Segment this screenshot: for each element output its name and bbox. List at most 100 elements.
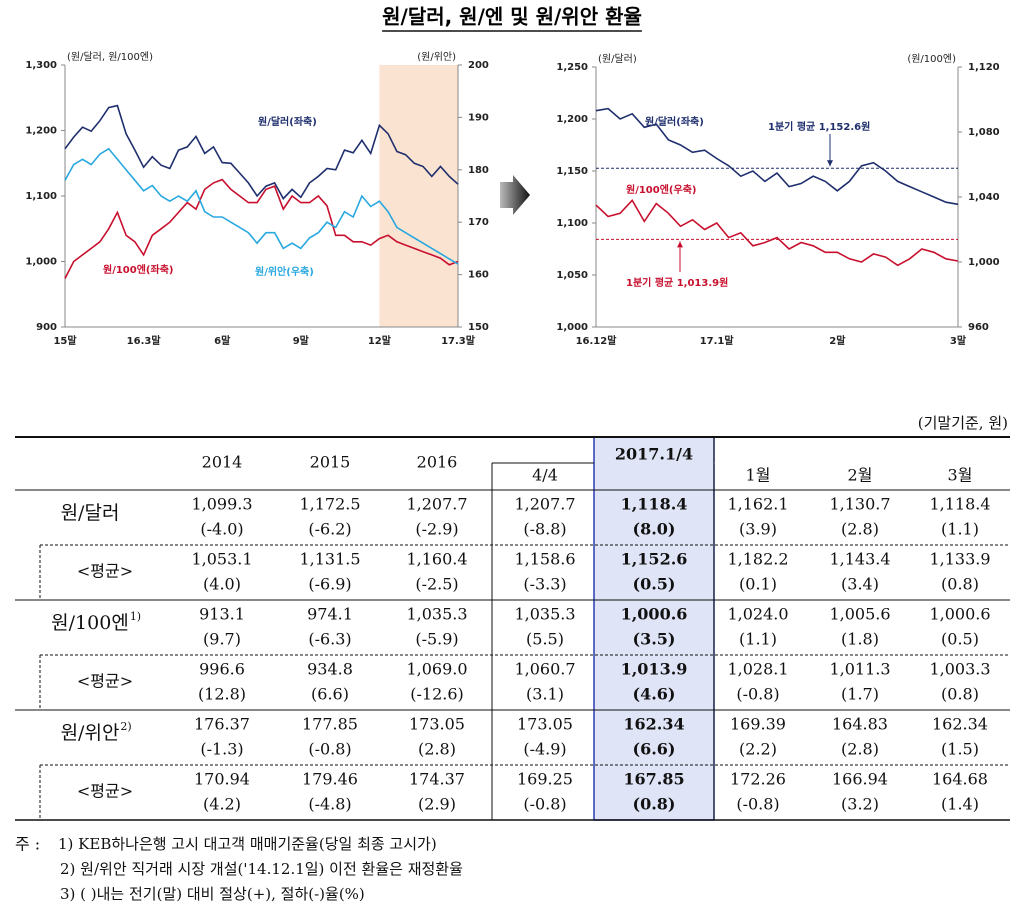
- table-change: (-2.9): [415, 520, 458, 539]
- y-axis-title: (원/달러): [598, 53, 637, 65]
- series-label: 원/100엔(우축): [626, 183, 696, 196]
- x-tick-label: 3말: [950, 335, 967, 347]
- table-value: 173.05: [409, 715, 465, 734]
- y-tick-label: 1,200: [556, 114, 588, 125]
- x-tick-label: 16.3말: [127, 335, 162, 347]
- page-title: 원/달러, 원/엔 및 원/위안 환율: [382, 5, 642, 29]
- y2-axis-title: (원/위안): [417, 50, 456, 63]
- table-value: 1,024.0: [727, 605, 788, 624]
- table-change: (-3.3): [523, 575, 566, 594]
- y2-tick-label: 1,080: [968, 127, 1000, 138]
- reference-label: 1분기 평균 1,013.9원: [626, 276, 728, 289]
- series-line: [64, 178, 459, 279]
- table-change: (6.6): [633, 740, 676, 759]
- table-change: (0.8): [941, 575, 979, 594]
- table-change: (1.4): [941, 795, 979, 814]
- row-note: 2): [120, 720, 131, 733]
- table-change: (-0.8): [736, 795, 779, 814]
- table-value: 172.26: [730, 770, 786, 789]
- y-axis-title: (원/달러, 원/100엔): [67, 51, 153, 63]
- table-change: (-8.8): [523, 520, 566, 539]
- table-change: (-6.9): [308, 575, 351, 594]
- table-change: (12.8): [198, 685, 246, 704]
- table-change: (1.1): [739, 630, 777, 649]
- table-value: 1,000.6: [929, 605, 990, 624]
- series-label: 원/100엔(좌축): [103, 263, 173, 276]
- table-value: 1,060.7: [514, 660, 575, 679]
- y2-tick-label: 170: [468, 217, 489, 228]
- table-value: 177.85: [302, 715, 358, 734]
- table-value: 166.94: [832, 770, 888, 789]
- table-value: 179.46: [302, 770, 358, 789]
- y-tick-label: 1,000: [25, 257, 57, 268]
- series-line: [64, 147, 459, 265]
- table-value: 1,053.1: [191, 550, 252, 569]
- x-tick-label: 17.3말: [441, 335, 476, 347]
- x-tick-label: 16.12말: [576, 335, 618, 347]
- y2-tick-label: 1,000: [968, 257, 1000, 268]
- table-change: (-4.9): [523, 740, 566, 759]
- series-label: 원/달러(좌축): [645, 115, 704, 128]
- highlight-column: [593, 436, 715, 821]
- row-label: <평균>: [77, 782, 133, 801]
- y2-tick-label: 150: [468, 322, 489, 333]
- x-tick-label: 12말: [368, 335, 392, 347]
- table-value: 1,035.3: [406, 605, 467, 624]
- table-value: 1,158.6: [514, 550, 575, 569]
- table-change: (1.5): [941, 740, 979, 759]
- series-label: 원/위안(우축): [255, 265, 314, 278]
- y-tick-label: 1,100: [556, 218, 588, 229]
- column-header: 4/4: [532, 466, 558, 485]
- column-header: 2월: [848, 466, 873, 485]
- note: 1) KEB하나은행 고시 대고객 매매기준율(당일 최종 고시가): [58, 835, 437, 853]
- table-value: 1,000.6: [621, 605, 688, 624]
- table-change: (2.8): [418, 740, 456, 759]
- table-value: 1,143.4: [829, 550, 890, 569]
- table-change: (0.8): [633, 795, 676, 814]
- x-tick-label: 17.1말: [700, 335, 735, 347]
- table-value: 996.6: [199, 660, 245, 679]
- notes-prefix: 주 :: [15, 835, 40, 854]
- table-value: 913.1: [199, 605, 245, 624]
- table-value: 1,003.3: [929, 660, 990, 679]
- table-change: (-2.5): [415, 575, 458, 594]
- table-value: 169.25: [517, 770, 573, 789]
- table-value: 1,162.1: [727, 495, 788, 514]
- table-change: (4.0): [203, 575, 241, 594]
- table-change: (0.5): [941, 630, 979, 649]
- table-change: (4.2): [203, 795, 241, 814]
- y2-tick-label: 190: [468, 112, 489, 123]
- table-change: (-1.3): [200, 740, 243, 759]
- table-change: (-0.8): [523, 795, 566, 814]
- table-change: (2.8): [841, 520, 879, 539]
- table-unit: (기말기준, 원): [918, 414, 1008, 432]
- note: 3) ( )내는 전기(말) 대비 절상(+), 절하(-)율(%): [60, 885, 365, 903]
- table-change: (1.7): [841, 685, 879, 704]
- x-tick-label: 15말: [53, 335, 77, 347]
- table-change: (2.2): [739, 740, 777, 759]
- x-tick-label: 9말: [293, 335, 310, 347]
- y-tick-label: 1,150: [556, 166, 588, 177]
- column-header: 2014: [202, 453, 243, 472]
- table-change: (2.8): [841, 740, 879, 759]
- y-tick-label: 1,050: [556, 270, 588, 281]
- y2-tick-label: 1,040: [968, 192, 1000, 203]
- y-tick-label: 1,250: [556, 62, 588, 73]
- table-change: (-6.2): [308, 520, 351, 539]
- table-value: 1,160.4: [406, 550, 467, 569]
- column-header: 3월: [948, 466, 973, 485]
- table-value: 162.34: [623, 715, 684, 734]
- table-value: 1,028.1: [727, 660, 788, 679]
- column-header: 1월: [746, 466, 771, 485]
- table-change: (4.6): [633, 685, 676, 704]
- column-header: 2016: [417, 453, 458, 472]
- table-change: (1.8): [841, 630, 879, 649]
- highlight-period: [379, 65, 458, 327]
- note: 2) 원/위안 직거래 시장 개설('14.12.1일) 이전 환율은 재정환율: [60, 860, 463, 878]
- table-change: (3.4): [841, 575, 879, 594]
- row-note: 1): [130, 610, 141, 623]
- table-value: 1,069.0: [406, 660, 467, 679]
- table-change: (3.1): [526, 685, 564, 704]
- table-change: (3.5): [633, 630, 676, 649]
